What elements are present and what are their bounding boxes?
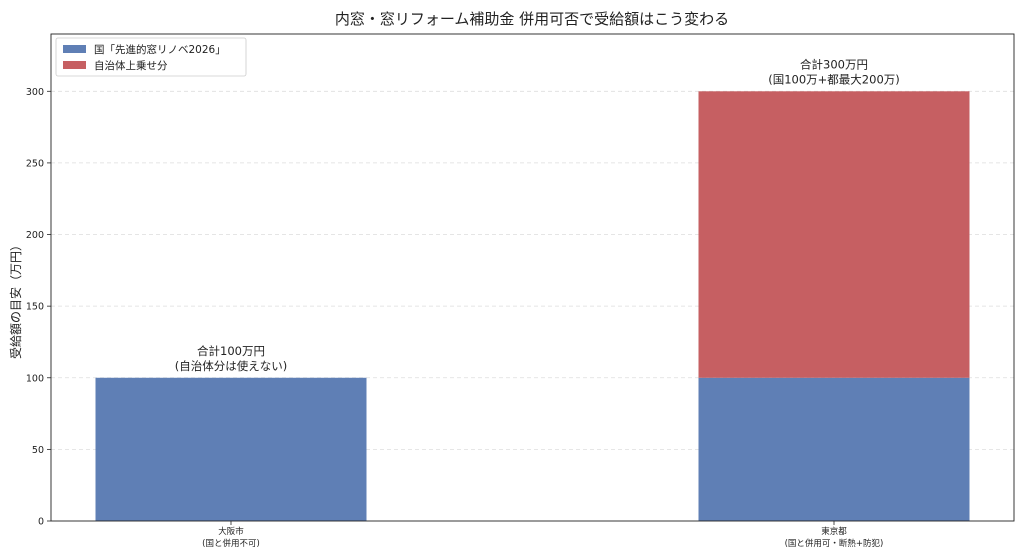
legend-swatch: [63, 45, 86, 53]
x-tick-sublabel: (国と併用不可): [202, 538, 260, 549]
legend-label: 自治体上乗せ分: [94, 59, 168, 72]
legend-box: [55, 37, 247, 77]
y-tick-label: 50: [32, 445, 44, 456]
y-tick-label: 100: [26, 373, 44, 384]
bar-segment: [698, 91, 970, 378]
plot-frame: [50, 33, 1015, 522]
x-tick-sublabel: (国と併用可・断熱+防犯): [785, 538, 884, 549]
axes-layer: 0 50 100 150 200 250 300 大阪市(国と併用不可) 東京都(国と併用可・断…: [26, 33, 1015, 549]
bar-total-note: (自治体分は使えない): [175, 359, 287, 373]
x-tick-label: 東京都: [821, 526, 847, 537]
bar-total-label: 合計100万円: [197, 344, 265, 358]
y-tick-label: 200: [26, 230, 44, 241]
y-tick-label: 150: [26, 302, 44, 313]
labels-layer: 合計100万円(自治体分は使えない) 合計300万円(国100万+都最大200万): [175, 57, 900, 372]
x-tick-label: 大阪市: [218, 526, 244, 537]
bar-segment: [698, 377, 970, 521]
legend: 国「先進的窓リノベ2026」自治体上乗せ分: [55, 37, 247, 77]
chart-title: 内窓・窓リフォーム補助金 併用可否で受給額はこう変わる: [335, 10, 729, 28]
y-tick-label: 300: [26, 87, 44, 98]
bar-total-label: 合計300万円: [800, 57, 868, 71]
legend-label: 国「先進的窓リノベ2026」: [94, 43, 226, 56]
bars-layer: [95, 91, 970, 521]
y-tick-label: 250: [26, 158, 44, 169]
bar-total-note: (国100万+都最大200万): [768, 72, 900, 86]
legend-swatch: [63, 61, 86, 69]
y-tick-label: 0: [38, 517, 44, 528]
bar-segment: [95, 377, 367, 521]
y-axis-label: 受給額の目安（万円）: [8, 239, 23, 359]
